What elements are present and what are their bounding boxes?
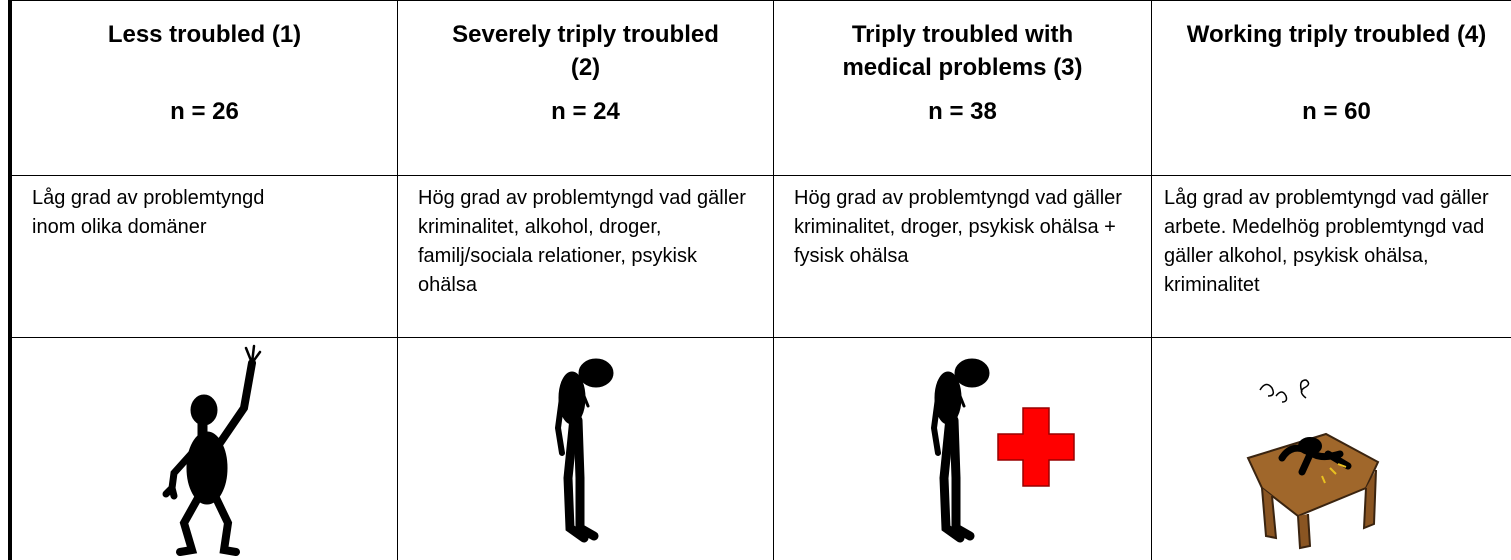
- picture-cell: [1151, 337, 1511, 560]
- group-n: n = 60: [1302, 98, 1371, 125]
- figure-at-desk: [1246, 379, 1380, 550]
- description: Låg grad av problemtyngd vad gäller arbe…: [1151, 175, 1511, 338]
- bent-figure-with-cross: [930, 358, 1075, 543]
- group-n: n = 26: [170, 98, 239, 125]
- group-title: Severely triply troubled (2): [452, 21, 719, 81]
- picture-cell: [11, 337, 398, 560]
- bent-figure: [554, 358, 614, 543]
- header-cell: Working triply troubled (4) n = 60: [1151, 0, 1511, 176]
- group-title: Triply troubled with medical problems (3…: [842, 21, 1083, 81]
- header-cell: Triply troubled with medical problems (3…: [773, 0, 1152, 176]
- picture-row: [11, 337, 1511, 560]
- group-title: Working triply troubled (4): [1186, 21, 1487, 48]
- table: Less troubled (1) n = 26 Severely triply …: [11, 0, 1511, 560]
- group-title: Less troubled (1): [107, 21, 302, 48]
- header-cell: Less troubled (1) n = 26: [11, 0, 398, 176]
- group-n: n = 24: [551, 98, 620, 125]
- description: Hög grad av problemtyngd vad gäller krim…: [773, 175, 1152, 338]
- border: [8, 0, 11, 560]
- description: Låg grad av problemtyngd inom olika domä…: [11, 175, 398, 338]
- description: Hög grad av problemtyngd vad gäller krim…: [397, 175, 774, 338]
- waving-figure: [162, 344, 262, 556]
- header-row: Less troubled (1) n = 26 Severely triply …: [11, 0, 1511, 176]
- picture-cell: [773, 337, 1152, 560]
- description-row: Låg grad av problemtyngd inom olika domä…: [11, 175, 1511, 338]
- group-n: n = 38: [928, 98, 997, 125]
- red-cross: [997, 407, 1075, 487]
- picture-cell: [397, 337, 774, 560]
- header-cell: Severely triply troubled (2) n = 24: [397, 0, 774, 176]
